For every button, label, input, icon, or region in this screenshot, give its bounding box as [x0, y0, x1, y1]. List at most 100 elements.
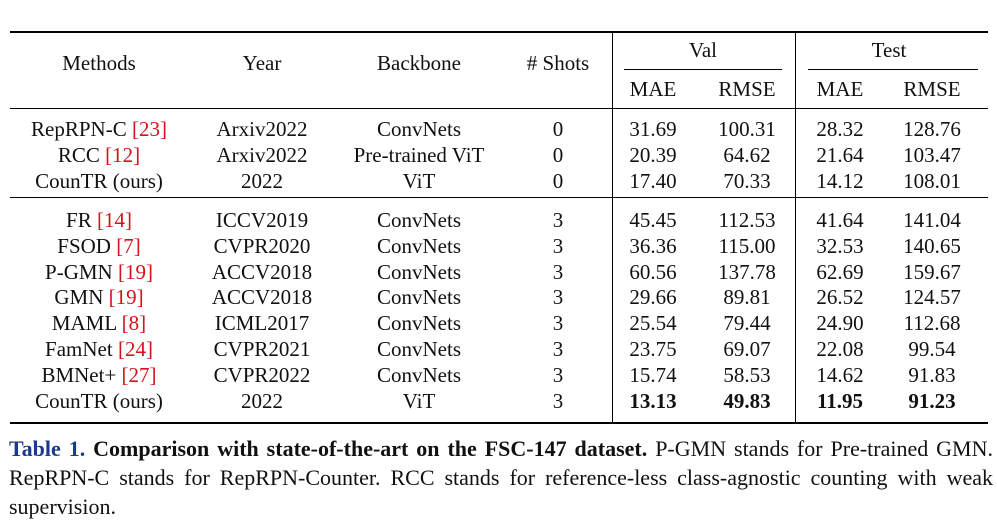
table-cell-test-mae: 11.95: [816, 388, 864, 413]
vline-val: [612, 33, 613, 422]
citation-link[interactable]: [7]: [116, 233, 141, 258]
val-group-rule: [624, 69, 782, 70]
table-cell-val-rmse: 64.62: [723, 142, 771, 167]
table-cell-method: MAML [8]: [52, 310, 146, 336]
method-name: FR: [66, 208, 92, 232]
table-cell-val-rmse: 49.83: [723, 388, 771, 413]
header-year: Year: [242, 51, 282, 75]
table-cell-val-mae: 20.39: [629, 142, 677, 167]
table-cell-method: CounTR (ours): [35, 168, 163, 194]
table-cell-shots: 0: [552, 142, 564, 167]
table-cell-test-mae: 26.52: [816, 285, 864, 310]
header-val-rmse: RMSE: [718, 77, 776, 101]
table-cell-shots: 3: [552, 285, 564, 310]
table-cell-val-rmse: 112.53: [718, 208, 776, 232]
table-cell-val-mae: 29.66: [629, 285, 677, 310]
table-cell-shots: 3: [552, 362, 564, 387]
table-cell-val-rmse: 58.53: [723, 362, 771, 387]
citation-link[interactable]: [23]: [131, 117, 167, 141]
citation-link[interactable]: [19]: [117, 259, 153, 284]
table-cell-test-rmse: 124.57: [903, 285, 961, 310]
table-cell-year: CVPR2022: [213, 362, 311, 387]
method-name: BMNet+: [41, 362, 117, 387]
table-cell-method: FR [14]: [66, 207, 132, 233]
table-cell-val-mae: 17.40: [629, 168, 677, 193]
table-cell-val-rmse: 69.07: [723, 337, 771, 361]
table-cell-year: ACCV2018: [211, 259, 313, 284]
citation-link[interactable]: [14]: [96, 208, 132, 232]
table-cell-method: P-GMN [19]: [45, 259, 153, 285]
citation-link[interactable]: [24]: [117, 337, 153, 361]
table-cell-year: ACCV2018: [211, 285, 313, 310]
table-cell-backbone: ConvNets: [377, 208, 461, 232]
table-cell-year: 2022: [241, 388, 283, 413]
header-shots: # Shots: [526, 51, 590, 75]
table-cell-shots: 3: [552, 259, 564, 284]
table-cell-test-mae: 14.62: [816, 362, 864, 387]
table-cell-test-rmse: 128.76: [903, 117, 961, 141]
table-cell-test-rmse: 103.47: [903, 142, 961, 167]
table-cell-test-rmse: 159.67: [903, 259, 961, 284]
table-cell-backbone: ConvNets: [377, 285, 461, 310]
table-cell-shots: 3: [552, 311, 564, 336]
method-name: FSOD: [57, 233, 111, 258]
bottom-rule: [10, 422, 988, 424]
method-name: P-GMN: [45, 259, 113, 284]
table-cell-year: CVPR2021: [213, 337, 311, 361]
table-cell-year: ICML2017: [214, 311, 310, 336]
table-cell-method: FamNet [24]: [45, 336, 153, 362]
table-cell-val-mae: 23.75: [629, 337, 677, 361]
table-cell-val-rmse: 115.00: [718, 233, 776, 258]
citation-link[interactable]: [12]: [105, 142, 141, 167]
table-cell-year: ICCV2019: [215, 208, 309, 232]
table-caption: Table 1. Comparison with state-of-the-ar…: [9, 434, 993, 521]
table-cell-test-rmse: 141.04: [903, 208, 961, 232]
table-cell-shots: 0: [552, 168, 564, 193]
table-cell-test-rmse: 91.83: [908, 362, 956, 387]
table-cell-test-mae: 62.69: [816, 259, 864, 284]
table-cell-year: Arxiv2022: [216, 117, 308, 141]
caption-label: Table 1.: [9, 436, 86, 461]
citation-link[interactable]: [19]: [108, 285, 144, 310]
table-cell-val-mae: 15.74: [629, 362, 677, 387]
method-name: CounTR (ours): [35, 388, 163, 413]
citation-link[interactable]: [27]: [121, 362, 157, 387]
table-cell-year: CVPR2020: [213, 233, 311, 258]
table-cell-val-mae: 31.69: [629, 117, 677, 141]
method-name: RepRPN-C: [31, 117, 127, 141]
table-cell-val-mae: 36.36: [629, 233, 677, 258]
table-cell-shots: 3: [552, 337, 564, 361]
group-separator-rule: [10, 197, 988, 198]
table-cell-backbone: ViT: [402, 168, 436, 193]
method-name: FamNet: [45, 337, 113, 361]
table-cell-method: RCC [12]: [58, 142, 140, 168]
citation-link[interactable]: [8]: [121, 311, 147, 336]
vline-test: [795, 33, 796, 422]
table-cell-test-mae: 14.12: [816, 168, 864, 193]
header-test: Test: [871, 38, 907, 62]
table-cell-year: Arxiv2022: [216, 142, 308, 167]
table-cell-method: CounTR (ours): [35, 388, 163, 414]
table-cell-test-rmse: 112.68: [903, 311, 961, 336]
caption-body: P-GMN stands for Pre-trained GMN. RepRPN…: [9, 436, 994, 519]
table-cell-shots: 0: [552, 117, 564, 141]
header-test-rmse: RMSE: [903, 77, 961, 101]
table-cell-test-rmse: 140.65: [903, 233, 961, 258]
table-cell-test-rmse: 91.23: [908, 388, 956, 413]
header-methods: Methods: [62, 51, 136, 75]
table-cell-test-rmse: 108.01: [903, 168, 961, 193]
table-cell-shots: 3: [552, 388, 564, 413]
header-test-mae: MAE: [816, 77, 864, 101]
table-cell-year: 2022: [241, 168, 283, 193]
table-cell-shots: 3: [552, 208, 564, 232]
caption-title: Comparison with state-of-the-art on the …: [93, 436, 648, 461]
method-name: MAML: [51, 311, 117, 336]
header-val: Val: [689, 38, 717, 62]
table-cell-val-rmse: 137.78: [718, 259, 776, 284]
table-cell-val-rmse: 100.31: [718, 117, 776, 141]
table-cell-test-mae: 24.90: [816, 311, 864, 336]
table-cell-test-mae: 28.32: [816, 117, 864, 141]
table-cell-method: GMN [19]: [54, 284, 143, 310]
method-name: CounTR (ours): [35, 168, 163, 193]
table-cell-backbone: ConvNets: [377, 233, 461, 258]
